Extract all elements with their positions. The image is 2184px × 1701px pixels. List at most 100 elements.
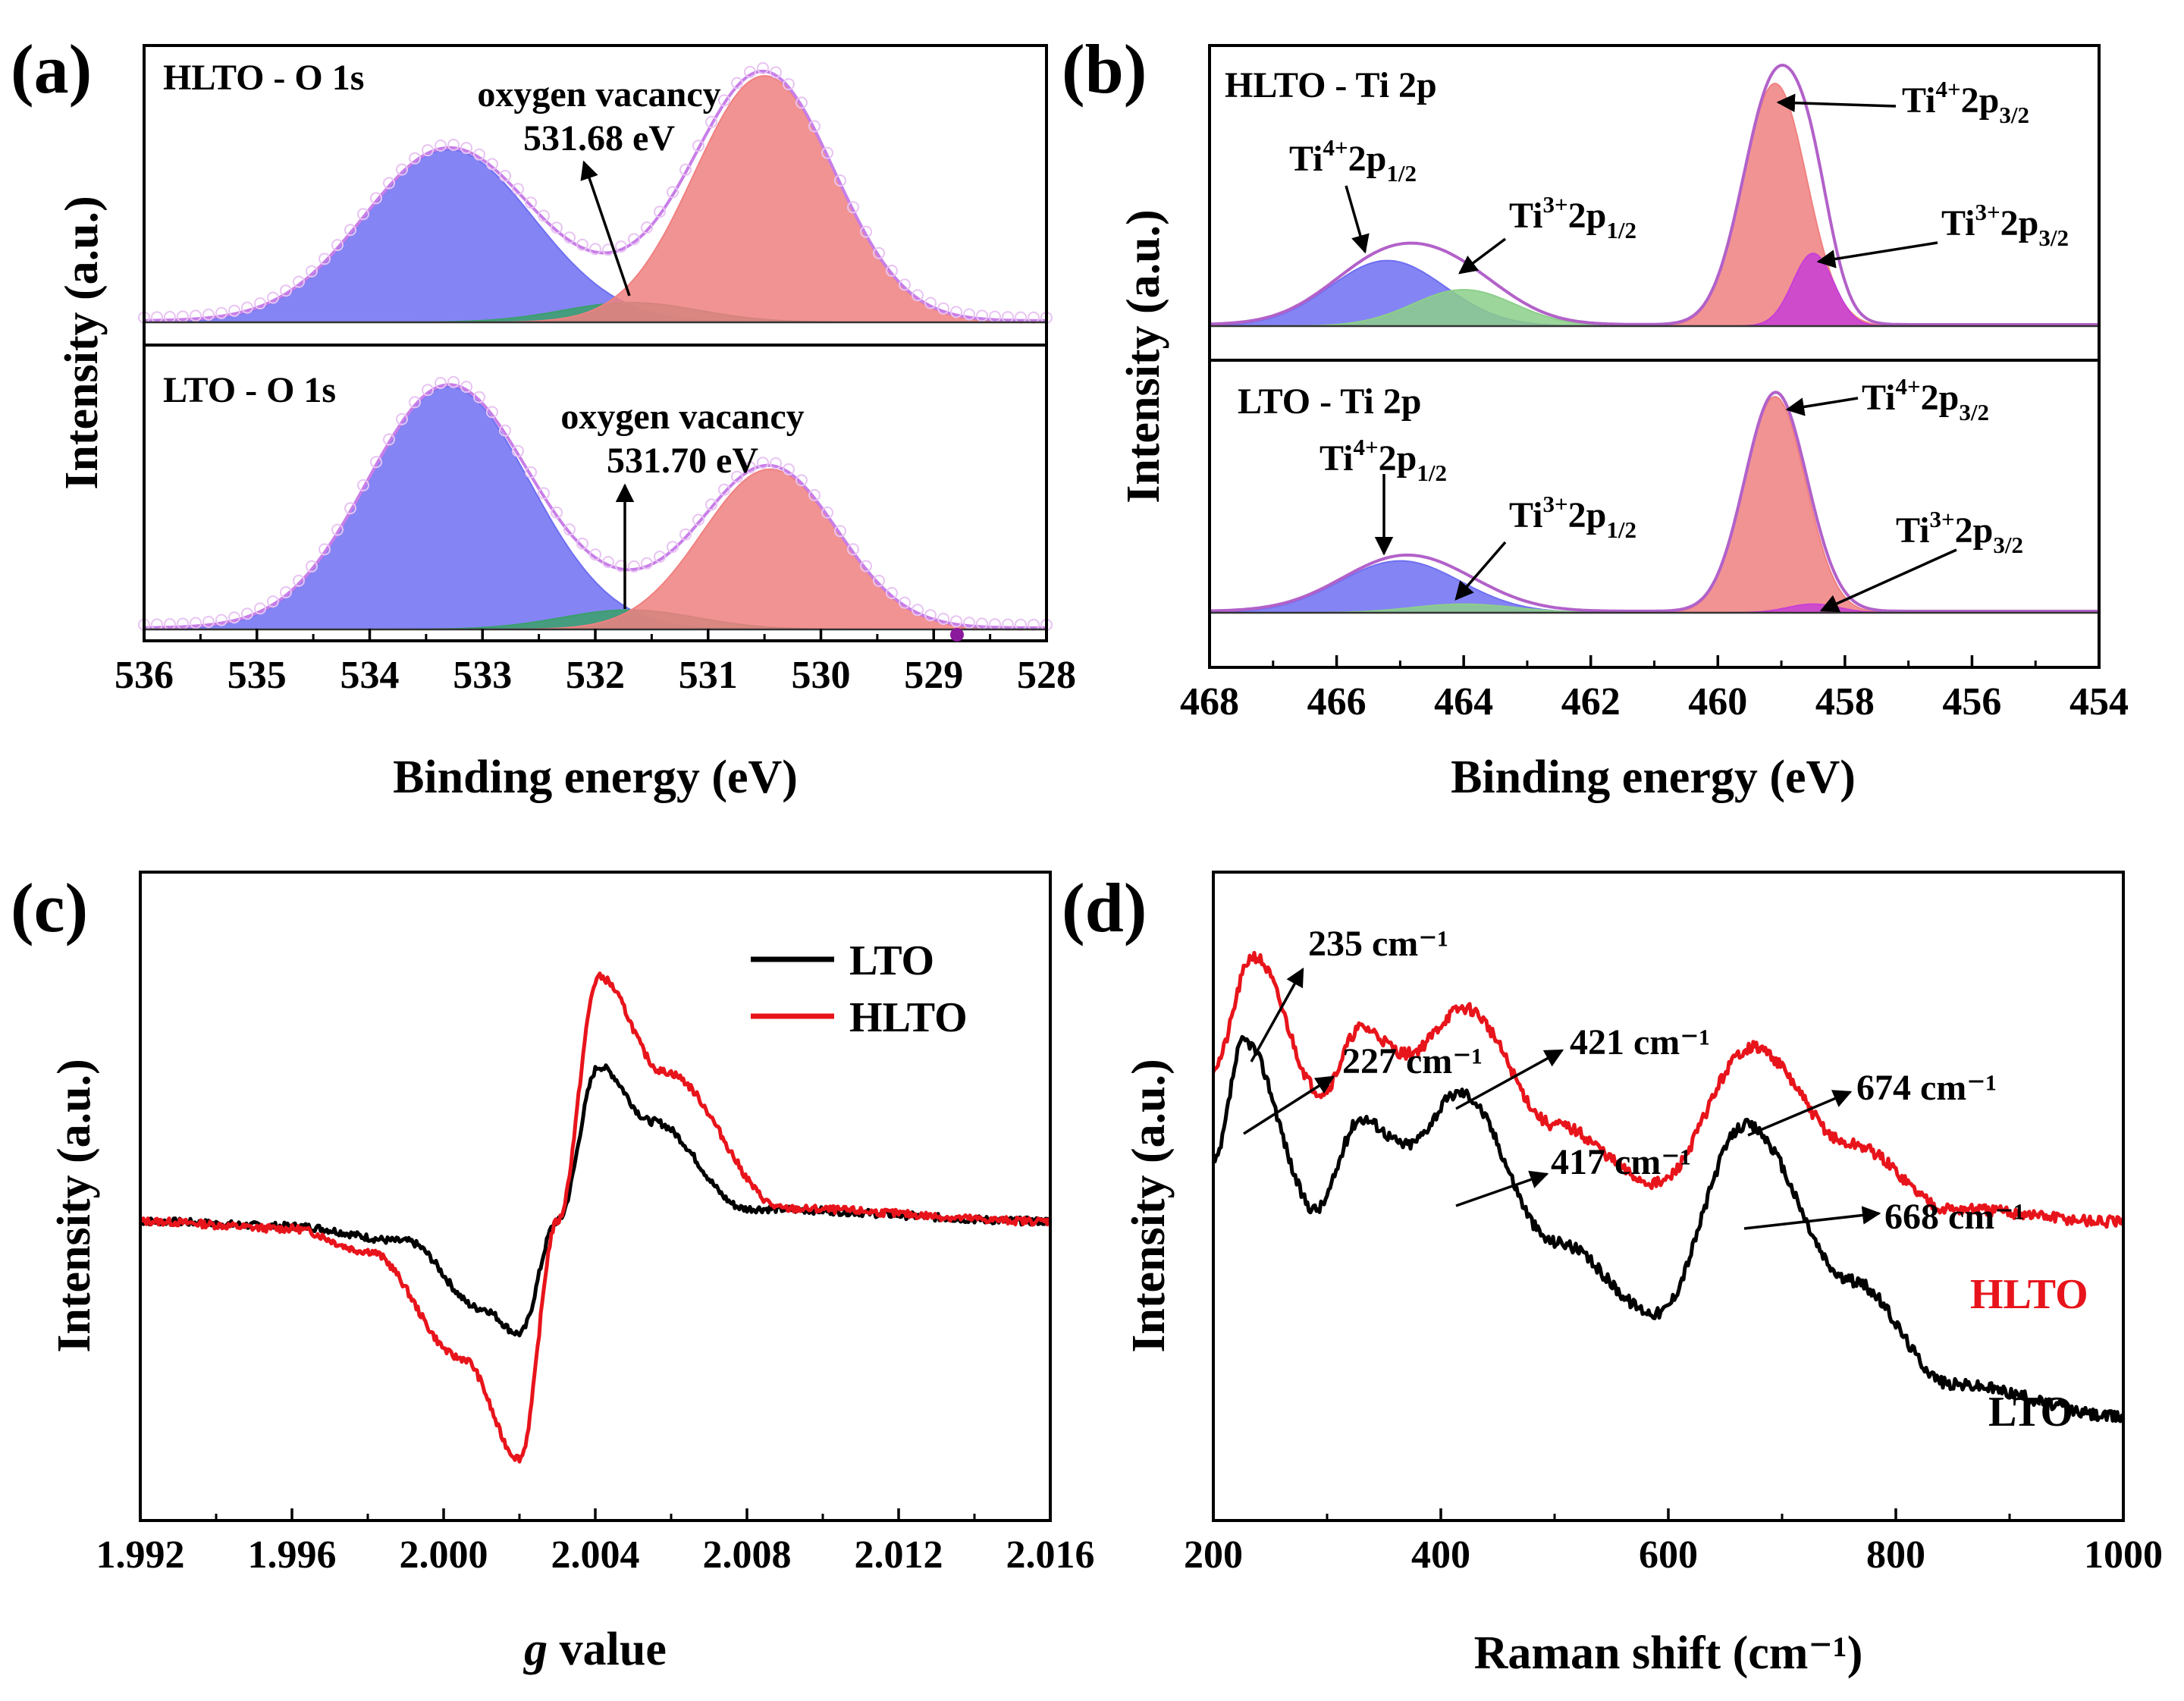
panel-a-top-data-point xyxy=(744,65,756,78)
panel-a-bottom-data-point xyxy=(744,461,756,474)
svg-text:Ti4+2p3/2: Ti4+2p3/2 xyxy=(1902,76,2029,128)
panel-a-top-data-point xyxy=(808,120,821,133)
panel-b-top-envelope xyxy=(1209,63,2099,326)
panel-a-top-data-point xyxy=(293,275,305,288)
panel-a-bottom-data-point xyxy=(473,391,485,403)
panel-c-tick-label: 1.992 xyxy=(96,1533,185,1577)
svg-text:Ti4+2p1/2: Ti4+2p1/2 xyxy=(1289,134,1417,187)
panel-a-bottom-data-point xyxy=(306,560,318,573)
panel-a-bottom-data-point xyxy=(447,375,460,388)
panel-a-top-data-point xyxy=(705,115,717,128)
panel-d-arrow-227 xyxy=(1243,1075,1335,1135)
panel-d-x-ticks: 200 400 600 800 1000 xyxy=(1184,1508,2163,1577)
panel-d-arrow-417 xyxy=(1455,1170,1549,1207)
panel-b-label: (b) xyxy=(1062,30,1147,108)
panel-a-top-data-point xyxy=(847,201,859,214)
panel-a-bottom-envelope xyxy=(144,383,1046,629)
panel-a-dot xyxy=(950,628,964,642)
panel-a-bottom-data-point xyxy=(912,604,924,617)
panel-a-bottom-data-point xyxy=(641,557,653,570)
panel-a-bottom-subplot xyxy=(138,375,1053,631)
panel-a-bottom-data-point xyxy=(705,498,717,511)
panel-a-bottom-data-point xyxy=(357,479,369,491)
panel-a-top-data-point xyxy=(795,96,808,109)
panel-b-top-component-0 xyxy=(1209,259,2099,327)
panel-a-top-data-point xyxy=(486,158,498,171)
panel-b-arrow-6 xyxy=(1454,541,1507,601)
panel-a-top-data-point xyxy=(679,163,692,176)
panel-d-series-lto xyxy=(1213,1034,2126,1423)
panel-a-bottom-data-point xyxy=(615,560,627,573)
panel-a-bottom-data-point xyxy=(589,548,601,561)
panel-a: (a) 536 535 534 533 532 531 530 529 528 Binding … xyxy=(11,30,1076,803)
panel-d-arrow-668 xyxy=(1743,1206,1881,1230)
panel-a-tick-label: 532 xyxy=(566,654,625,697)
panel-c-tick-label: 2.004 xyxy=(551,1533,640,1577)
panel-b-arrow-7 xyxy=(1785,397,1859,416)
panel-a-bottom-data-point xyxy=(886,587,898,599)
panel-a-bottom-data-point xyxy=(215,614,228,626)
panel-b-bottom-label-ti3-half: Ti3+2p1/2 xyxy=(1509,491,1636,543)
panel-a-top-data-point xyxy=(267,291,279,304)
panel-a-bottom-data-point xyxy=(757,457,769,469)
panel-a-bottom-data-point xyxy=(370,456,382,469)
panel-a-bottom-data-point xyxy=(808,488,821,501)
panel-a-top-data-point xyxy=(499,169,511,182)
panel-d-arrow-421 xyxy=(1455,1049,1564,1110)
panel-a-top-data-point xyxy=(318,253,331,265)
panel-a-top-data-point xyxy=(344,224,356,237)
panel-a-tick-label: 534 xyxy=(340,654,400,697)
panel-c-legend: LTO HLTO xyxy=(751,937,968,1041)
panel-b-tick-label: 466 xyxy=(1307,680,1367,723)
panel-a-bottom-data-point xyxy=(667,541,679,554)
panel-a-top-data-point xyxy=(834,174,846,187)
panel-a-top-data-point xyxy=(899,278,911,291)
panel-a-tick-label: 530 xyxy=(792,654,851,697)
panel-a-top-data-point xyxy=(963,308,975,321)
panel-b-bottom-subplot xyxy=(1209,391,2099,614)
panel-a-bottom-data-point xyxy=(280,586,292,598)
panel-d-series-label-lto: LTO xyxy=(1988,1389,2073,1436)
panel-b-tick-label: 464 xyxy=(1434,680,1493,723)
panel-b-bottom-component-0 xyxy=(1209,560,2099,614)
panel-a-bottom-data-point xyxy=(525,466,537,479)
panel-a-bottom-data-point xyxy=(331,523,344,536)
panel-b-arrow-1 xyxy=(1345,185,1370,254)
panel-b-tick-label: 468 xyxy=(1180,680,1239,723)
panel-a-top-data-point xyxy=(357,208,369,221)
panel-a-top-data-point xyxy=(460,142,472,155)
panel-a-x-ticks: 536 535 534 533 532 531 530 529 528 xyxy=(115,629,1076,697)
panel-a-top-data-point xyxy=(718,94,730,107)
panel-a-top-data-point xyxy=(422,144,434,157)
panel-b-tick-label: 460 xyxy=(1688,680,1747,723)
panel-d-arrow-674 xyxy=(1747,1090,1853,1137)
panel-a-top-data-point xyxy=(538,209,550,222)
panel-a-top-data-point xyxy=(692,140,704,152)
panel-a-bottom-data-point xyxy=(679,528,692,541)
panel-a-bottom-data-point xyxy=(783,463,795,475)
panel-b-tick-label: 462 xyxy=(1561,680,1621,723)
panel-a-bottom-data-point xyxy=(486,406,498,419)
panel-a-top-data-point xyxy=(396,163,408,176)
panel-a-top-data-point xyxy=(821,146,833,159)
panel-d-tick-label: 800 xyxy=(1866,1533,1925,1577)
panel-b-top-title: HLTO - Ti 2p xyxy=(1225,65,1437,105)
panel-a-bottom-data-point xyxy=(963,617,975,629)
panel-a-top-data-point xyxy=(860,225,872,238)
panel-a-bottom-data-point xyxy=(563,523,576,536)
panel-a-bottom-data-point xyxy=(628,560,640,573)
panel-a-top-data-point xyxy=(306,265,318,278)
panel-a-bottom-data-point xyxy=(512,444,524,457)
panel-a-bottom-data-point xyxy=(692,513,704,526)
panel-a-top-data-point xyxy=(473,148,485,161)
panel-b-tick-label: 458 xyxy=(1815,680,1875,723)
panel-b-bottom-label-ti4-half: Ti4+2p1/2 xyxy=(1320,434,1447,486)
panel-b-arrow-2 xyxy=(1458,237,1507,275)
panel-a-top-data-point xyxy=(447,139,460,151)
panel-a-bottom-data-point xyxy=(254,602,266,615)
panel-a-bottom-data-point xyxy=(460,381,472,394)
panel-c-tick-label: 2.016 xyxy=(1006,1533,1095,1577)
panel-b-bottom-label-ti4-threehalf: Ti4+2p3/2 xyxy=(1862,373,1989,425)
panel-a-bottom-data-point xyxy=(602,556,614,569)
